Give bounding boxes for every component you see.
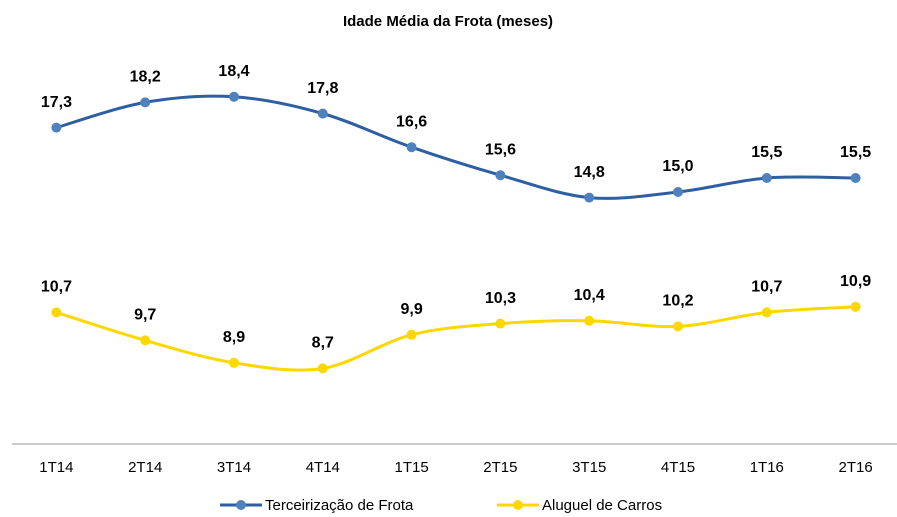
point — [761, 173, 772, 183]
point — [850, 173, 861, 183]
point — [140, 335, 151, 346]
data-label: 10,7 — [41, 279, 72, 296]
data-label: 18,4 — [218, 63, 249, 80]
x-tick-label: 1T16 — [750, 459, 784, 476]
point — [584, 315, 595, 326]
data-label: 18,2 — [130, 69, 161, 86]
x-tick-label: 2T16 — [838, 459, 872, 476]
data-label: 10,3 — [485, 290, 516, 307]
data-label: 17,3 — [41, 94, 72, 111]
data-label: 8,9 — [223, 329, 245, 346]
point — [317, 108, 328, 119]
data-label: 10,7 — [751, 279, 782, 296]
point — [51, 122, 62, 133]
data-label: 8,7 — [312, 335, 334, 352]
point — [406, 329, 417, 340]
legend-marker — [513, 500, 523, 510]
x-tick-label: 2T14 — [128, 459, 162, 476]
legend-label: Aluguel de Carros — [542, 497, 662, 514]
data-label: 15,6 — [485, 141, 516, 158]
data-label: 16,6 — [396, 113, 427, 130]
point — [584, 192, 595, 203]
point — [495, 170, 506, 181]
x-tick-label: 2T15 — [483, 459, 517, 476]
data-label: 9,9 — [400, 301, 422, 318]
point — [761, 307, 772, 318]
point — [229, 91, 239, 102]
legend-label: Terceirização de Frota — [265, 497, 414, 514]
data-label: 17,8 — [307, 80, 338, 97]
chart-title: Idade Média da Frota (meses) — [343, 13, 553, 30]
point — [673, 187, 683, 197]
x-tick-label: 3T14 — [217, 459, 251, 476]
point — [850, 301, 861, 312]
data-label: 10,2 — [662, 293, 693, 310]
point — [229, 357, 239, 368]
point — [495, 318, 506, 329]
data-label: 15,5 — [751, 144, 782, 161]
data-label: 14,8 — [574, 164, 605, 181]
x-tick-label: 1T14 — [39, 459, 73, 476]
point — [406, 142, 417, 153]
data-label: 10,9 — [840, 273, 871, 290]
data-label: 9,7 — [134, 307, 156, 324]
point — [140, 97, 151, 108]
data-label: 10,4 — [574, 287, 605, 304]
point — [317, 363, 328, 374]
x-tick-label: 1T15 — [394, 459, 428, 476]
data-label: 15,5 — [840, 144, 871, 161]
series-line — [55, 94, 856, 200]
legend-marker — [236, 500, 246, 510]
x-tick-label: 4T15 — [661, 459, 695, 476]
point — [51, 307, 62, 318]
data-label: 15,0 — [662, 158, 693, 175]
series-line — [55, 305, 856, 372]
x-tick-label: 3T15 — [572, 459, 606, 476]
x-tick-label: 4T14 — [306, 459, 340, 476]
point — [673, 321, 683, 332]
